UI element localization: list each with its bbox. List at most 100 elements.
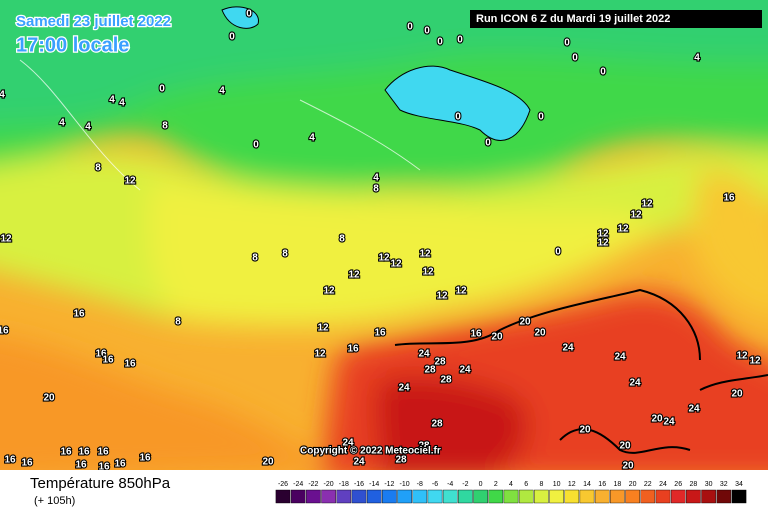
forecast-date: Samedi 23 juillet 2022 <box>16 13 171 30</box>
contour-label: 16 <box>347 344 359 355</box>
colorbar-swatch <box>534 489 549 504</box>
contour-label: 12 <box>736 351 748 362</box>
contour-label: 16 <box>374 328 386 339</box>
colorbar-swatch <box>549 489 564 504</box>
contour-label: 16 <box>75 460 87 471</box>
colorbar-tick-label: 30 <box>705 481 713 488</box>
contour-label: 12 <box>348 270 360 281</box>
colorbar-tick-label: 20 <box>629 481 637 488</box>
contour-label: 12 <box>378 253 390 264</box>
colorbar-tick-label: 0 <box>479 481 483 488</box>
colorbar-swatch <box>473 489 488 504</box>
contour-label: 0 <box>600 67 606 78</box>
colorbar-tick-label: -18 <box>339 481 349 488</box>
contour-label: 0 <box>538 112 544 123</box>
contour-label: 0 <box>564 38 570 49</box>
contour-label: 12 <box>124 176 136 187</box>
lead-time: (+ 105h) <box>34 495 75 507</box>
contour-label: 28 <box>424 365 436 376</box>
contour-label: 24 <box>398 383 410 394</box>
contour-label: 16 <box>95 349 107 360</box>
contour-label: 0 <box>253 140 259 151</box>
colorbar-tick-label: 12 <box>568 481 576 488</box>
contour-label: 4 <box>373 173 379 184</box>
contour-label: 12 <box>455 286 467 297</box>
colorbar-tick-label: 24 <box>659 481 667 488</box>
contour-label: 20 <box>534 328 546 339</box>
colorbar-swatch <box>579 489 595 504</box>
contour-label: 0 <box>437 37 443 48</box>
colorbar-tick-label: 2 <box>494 481 498 488</box>
contour-label: 8 <box>373 184 379 195</box>
contour-label: 4 <box>109 95 115 106</box>
colorbar-tick-label: -6 <box>432 481 438 488</box>
contour-label: 8 <box>339 234 345 245</box>
colorbar-swatch <box>640 489 656 504</box>
colorbar-tick-label: -12 <box>384 481 394 488</box>
contour-label: 0 <box>424 26 430 37</box>
contour-label: 16 <box>139 453 151 464</box>
colorbar-swatch <box>412 489 428 504</box>
contour-label: 24 <box>418 349 430 360</box>
contour-label: 12 <box>749 356 761 367</box>
contour-label: 24 <box>614 352 626 363</box>
colorbar-swatch <box>716 489 732 504</box>
contour-label: 4 <box>694 53 700 64</box>
contour-label: 28 <box>418 441 430 452</box>
contour-label: 0 <box>572 53 578 64</box>
colorbar-tick-label: 14 <box>583 481 591 488</box>
contour-label: 16 <box>21 458 33 469</box>
colorbar-swatch <box>382 489 397 504</box>
contour-label: 4 <box>119 98 125 109</box>
contour-label: 16 <box>124 359 136 370</box>
copyright: Copyright © 2022 Meteociel.fr <box>300 446 441 457</box>
colorbar-swatch <box>442 489 458 504</box>
colorbar-swatch <box>610 489 625 504</box>
colorbar-swatch <box>655 489 671 504</box>
contour-label: 20 <box>619 441 631 452</box>
contour-label: 4 <box>59 118 65 129</box>
contour-label: 20 <box>519 317 531 328</box>
colorbar-swatch <box>701 489 716 504</box>
colorbar-tick-label: 10 <box>553 481 561 488</box>
colorbar-tick-label: 32 <box>720 481 728 488</box>
colorbar-tick-label: -4 <box>447 481 453 488</box>
contour-label: 12 <box>436 291 448 302</box>
colorbar-tick-label: -22 <box>308 481 318 488</box>
colorbar-tick-label: 8 <box>539 481 543 488</box>
colorbar-swatch <box>336 489 352 504</box>
contour-label: 24 <box>353 457 365 468</box>
contour-label: 0 <box>455 112 461 123</box>
colorbar-swatch <box>290 489 306 504</box>
contour-label: 20 <box>491 332 503 343</box>
colorbar-tick-label: 22 <box>644 481 652 488</box>
contour-label: 12 <box>390 259 402 270</box>
contour-label: 12 <box>597 229 609 240</box>
contour-label: 12 <box>617 224 629 235</box>
colorbar-tick-label: -16 <box>354 481 364 488</box>
contour-label: 16 <box>97 447 109 458</box>
contour-label: 12 <box>419 249 431 260</box>
contour-label: 0 <box>159 84 165 95</box>
colorbar-tick-label: 26 <box>674 481 682 488</box>
colorbar-swatch <box>306 489 321 504</box>
contour-label: 12 <box>317 323 329 334</box>
colorbar-tick-label: -26 <box>278 481 288 488</box>
temperature-field <box>0 0 768 470</box>
contour-label: 12 <box>597 238 609 249</box>
contour-label: 16 <box>723 193 735 204</box>
contour-label: 24 <box>629 378 641 389</box>
colorbar-swatch <box>670 489 686 504</box>
contour-label: 8 <box>252 253 258 264</box>
colorbar-swatch <box>686 489 701 504</box>
colorbar-swatch <box>731 489 747 504</box>
contour-label: 24 <box>342 438 354 449</box>
contour-label: 24 <box>459 365 471 376</box>
contour-label: 28 <box>431 419 443 430</box>
contour-label: 16 <box>78 447 90 458</box>
colorbar-swatch <box>275 489 291 504</box>
colorbar-tick-label: 18 <box>614 481 622 488</box>
contour-label: 16 <box>0 326 9 337</box>
colorbar-swatch <box>503 489 519 504</box>
colorbar-tick-label: -14 <box>369 481 379 488</box>
